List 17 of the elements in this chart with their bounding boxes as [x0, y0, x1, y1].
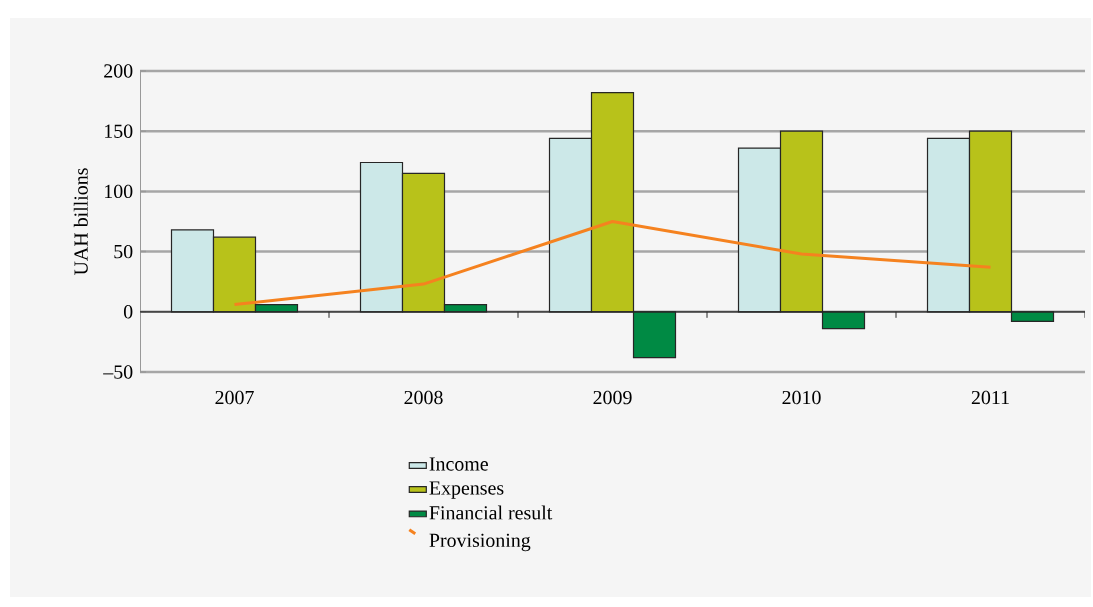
- y-tick-label: 150: [105, 124, 133, 138]
- y-tick-label: 0: [123, 305, 133, 319]
- legend-label: Provisioning: [429, 533, 531, 552]
- x-tick-label: 2011: [971, 390, 1009, 405]
- x-tick-label: 2010: [782, 390, 821, 405]
- y-tick-label: 50: [114, 244, 133, 259]
- x-tick-label: 2008: [404, 390, 443, 405]
- y-tick-label: 200: [104, 64, 133, 78]
- y-tick-label: 100: [105, 184, 133, 199]
- legend-label: Expenses: [429, 481, 504, 499]
- y-axis-title: UAH billions: [73, 168, 88, 276]
- x-tick-label: 2007: [215, 390, 254, 405]
- legend-label: Income: [429, 457, 488, 471]
- legend-label: Financial result: [429, 505, 553, 520]
- x-tick-label: 2009: [593, 390, 632, 405]
- line-series: [233, 220, 993, 307]
- y-tick-label: –50: [103, 365, 133, 379]
